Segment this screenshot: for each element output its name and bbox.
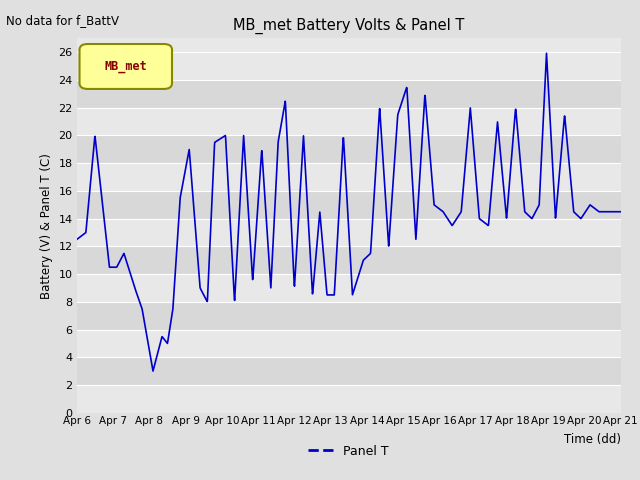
Text: No data for f_BattV: No data for f_BattV — [6, 14, 120, 27]
Bar — [77, 135, 621, 163]
Bar — [77, 246, 621, 274]
Text: Time (dd): Time (dd) — [564, 433, 621, 446]
Title: MB_met Battery Volts & Panel T: MB_met Battery Volts & Panel T — [233, 18, 465, 34]
Text: MB_met: MB_met — [104, 60, 147, 73]
Bar — [77, 357, 621, 385]
Bar — [77, 191, 621, 219]
Bar — [77, 52, 621, 80]
Bar — [77, 385, 621, 413]
Bar — [77, 219, 621, 246]
FancyBboxPatch shape — [79, 44, 172, 89]
Bar — [77, 80, 621, 108]
Bar — [77, 274, 621, 302]
Y-axis label: Battery (V) & Panel T (C): Battery (V) & Panel T (C) — [40, 153, 53, 299]
Bar — [77, 330, 621, 357]
Bar — [77, 163, 621, 191]
Bar — [77, 108, 621, 135]
Legend: Panel T: Panel T — [303, 440, 394, 463]
Bar — [77, 302, 621, 330]
